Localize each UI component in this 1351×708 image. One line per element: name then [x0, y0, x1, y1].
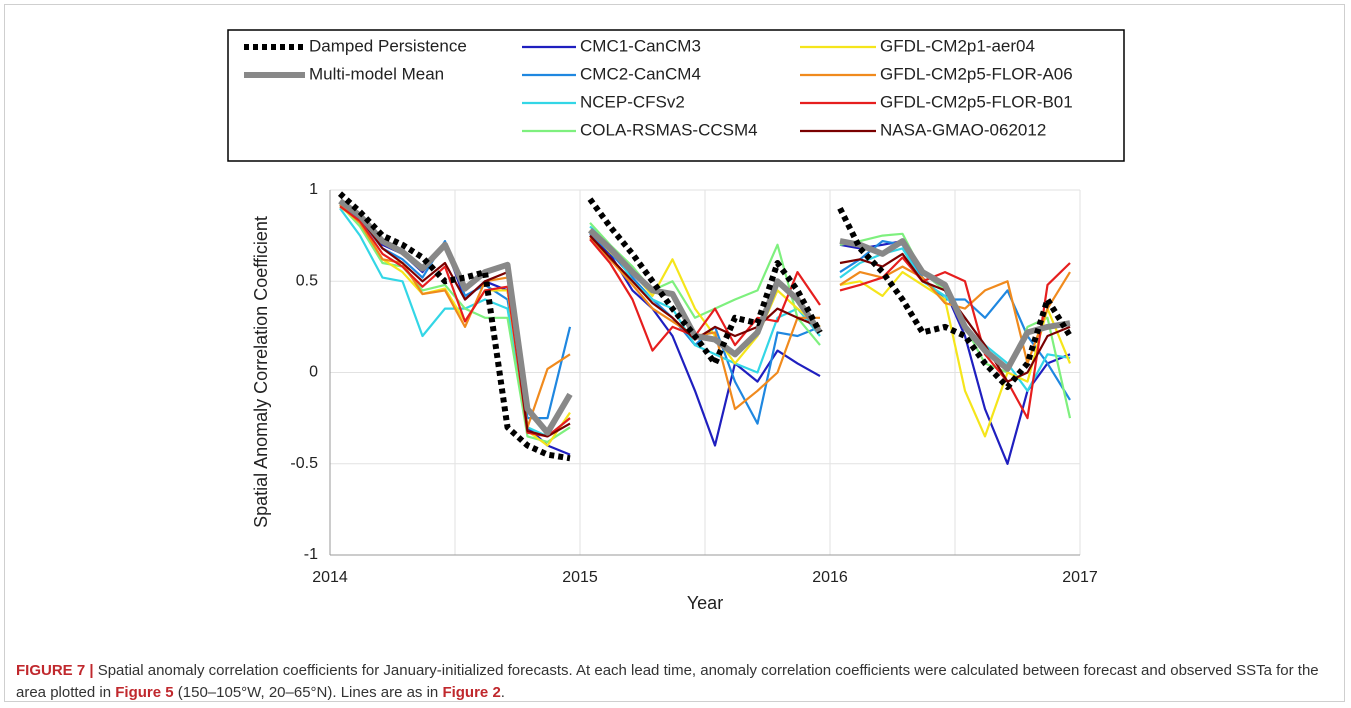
legend-label: CMC2-CanCM4	[580, 64, 701, 83]
x-tick-label: 2016	[812, 569, 848, 586]
y-axis-label: Spatial Anomaly Correlation Coefficient	[251, 216, 271, 528]
y-tick-label: 0.5	[296, 272, 318, 289]
legend-label: NASA-GMAO-062012	[880, 120, 1046, 139]
legend-label: GFDL-CM2p5-FLOR-A06	[880, 64, 1073, 83]
caption: FIGURE 7 | Spatial anomaly correlation c…	[16, 660, 1336, 704]
x-tick-label: 2017	[1062, 569, 1098, 586]
series-line	[339, 205, 1071, 438]
x-tick-label: 2014	[312, 569, 348, 586]
legend-label: CMC1-CanCM3	[580, 36, 701, 55]
caption-reference: Figure 2	[442, 684, 501, 701]
legend-label: NCEP-CFSv2	[580, 92, 685, 111]
caption-text: .	[500, 684, 505, 701]
x-tick-label: 2015	[562, 569, 598, 586]
legend-box	[227, 29, 1125, 162]
y-tick-label: -0.5	[290, 455, 318, 472]
legend-label: GFDL-CM2p1-aer04	[880, 36, 1035, 55]
figure-frame	[4, 4, 1345, 702]
series-line	[337, 191, 1073, 462]
y-tick-label: -1	[304, 546, 318, 563]
chart: Spatial Anomaly Correlation Coefficient …	[227, 29, 1125, 613]
legend-label: Multi-model Mean	[309, 64, 444, 83]
legend-label: GFDL-CM2p5-FLOR-B01	[880, 92, 1073, 111]
y-tick-label: 1	[309, 181, 318, 198]
series-line	[338, 198, 1071, 436]
caption-text: Spatial anomaly correlation coefficients…	[16, 662, 1319, 701]
caption-text: (150–105°W, 20–65°N). Lines are as in	[173, 684, 443, 701]
legend-label: COLA-RSMAS-CCSM4	[580, 120, 758, 139]
legend-label: Damped Persistence	[309, 36, 467, 55]
y-tick-label: 0	[309, 364, 318, 381]
caption-label: FIGURE 7 |	[16, 662, 94, 679]
caption-reference: Figure 5	[115, 684, 174, 701]
x-axis-label: Year	[687, 593, 723, 613]
